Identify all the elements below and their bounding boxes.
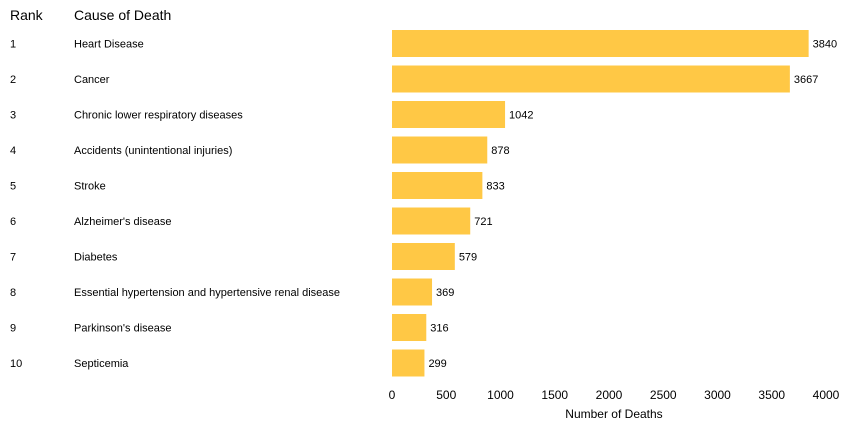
bar [392,172,483,199]
rank-label: 2 [10,74,16,86]
cause-label: Parkinson's disease [74,323,172,335]
rank-label: 9 [10,323,16,335]
cause-header: Cause of Death [74,7,171,23]
value-label: 579 [459,252,477,264]
bar [392,65,790,93]
cause-label: Alzheimer's disease [74,216,171,228]
value-label: 878 [491,145,509,157]
cause-label: Stroke [74,181,106,193]
bar [392,314,427,341]
x-tick-label: 1000 [487,388,514,402]
rank-header: Rank [10,7,44,23]
x-tick-label: 1500 [541,388,568,402]
cause-label: Accidents (unintentional injuries) [74,145,232,157]
rank-label: 4 [10,145,16,157]
x-tick-label: 3500 [758,388,785,402]
value-label: 316 [430,323,448,335]
rank-label: 6 [10,216,16,228]
cause-label: Essential hypertension and hypertensive … [74,287,340,299]
value-label: 721 [474,216,492,228]
x-tick-label: 0 [389,388,396,402]
value-label: 833 [486,181,504,193]
bar [392,278,433,306]
cause-label: Chronic lower respiratory diseases [74,110,243,122]
bar [392,101,506,128]
cause-label: Diabetes [74,252,118,264]
x-tick-label: 500 [436,388,456,402]
bar [392,243,455,270]
bar [392,349,425,377]
value-label: 369 [436,287,454,299]
rank-label: 5 [10,181,16,193]
value-label: 1042 [509,110,533,122]
x-tick-label: 3000 [704,388,731,402]
x-tick-label: 2000 [596,388,623,402]
x-axis-title: Number of Deaths [565,407,662,421]
rank-label: 7 [10,252,16,264]
x-tick-label: 2500 [650,388,677,402]
cause-label: Septicemia [74,358,129,370]
rank-label: 1 [10,39,16,51]
bar [392,30,809,57]
rank-label: 3 [10,110,16,122]
cause-label: Heart Disease [74,39,144,51]
value-label: 3667 [794,74,818,86]
value-label: 3840 [813,39,837,51]
x-tick-label: 4000 [813,388,840,402]
value-label: 299 [428,358,446,370]
cause-label: Cancer [74,74,110,86]
rank-label: 8 [10,287,16,299]
rank-label: 10 [10,358,22,370]
bar [392,136,488,164]
bar [392,207,471,235]
